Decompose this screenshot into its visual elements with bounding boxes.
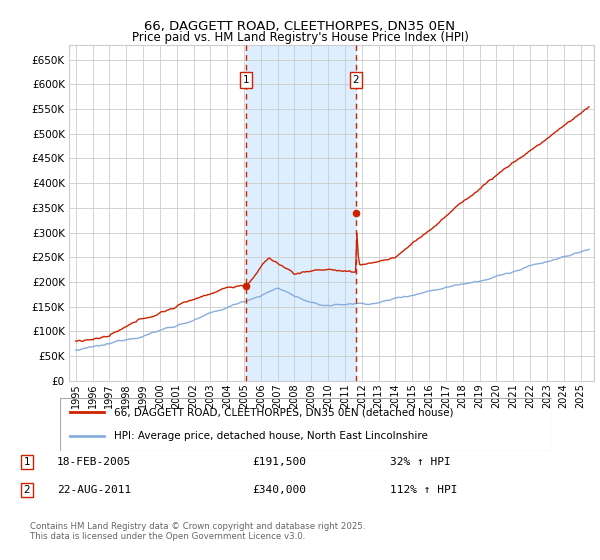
Text: 1: 1: [23, 457, 31, 467]
Text: 32% ↑ HPI: 32% ↑ HPI: [390, 457, 451, 467]
Text: Price paid vs. HM Land Registry's House Price Index (HPI): Price paid vs. HM Land Registry's House …: [131, 31, 469, 44]
Text: 66, DAGGETT ROAD, CLEETHORPES, DN35 0EN (detached house): 66, DAGGETT ROAD, CLEETHORPES, DN35 0EN …: [114, 408, 454, 418]
Bar: [246, 45, 356, 381]
Text: Contains HM Land Registry data © Crown copyright and database right 2025.
This d: Contains HM Land Registry data © Crown c…: [30, 522, 365, 542]
Text: 2: 2: [352, 75, 359, 85]
Text: 1: 1: [243, 75, 250, 85]
Text: 22-AUG-2011: 22-AUG-2011: [57, 485, 131, 495]
Text: £191,500: £191,500: [252, 457, 306, 467]
Text: 112% ↑ HPI: 112% ↑ HPI: [390, 485, 458, 495]
Text: 66, DAGGETT ROAD, CLEETHORPES, DN35 0EN: 66, DAGGETT ROAD, CLEETHORPES, DN35 0EN: [145, 20, 455, 32]
Text: 2: 2: [23, 485, 31, 495]
Text: 18-FEB-2005: 18-FEB-2005: [57, 457, 131, 467]
Text: HPI: Average price, detached house, North East Lincolnshire: HPI: Average price, detached house, Nort…: [114, 431, 428, 441]
Text: £340,000: £340,000: [252, 485, 306, 495]
